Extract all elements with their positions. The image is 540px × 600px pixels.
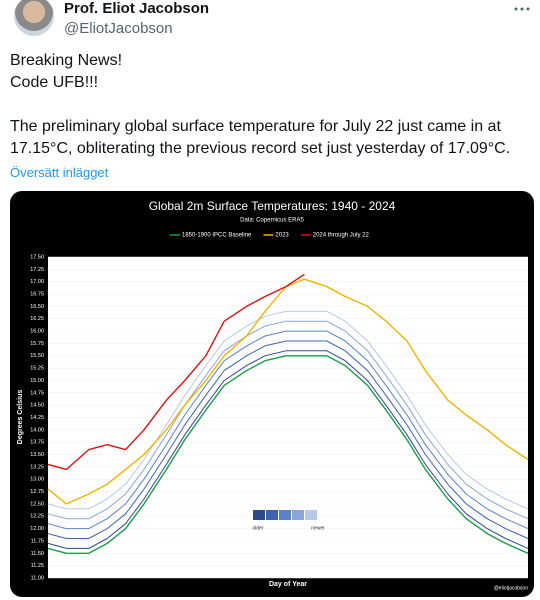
- series-line: [47, 273, 305, 471]
- legend-label: 2023: [275, 233, 289, 239]
- translate-link[interactable]: Översätt inlägget: [10, 165, 109, 180]
- gradient-label: newer: [311, 525, 325, 531]
- y-tick-label: 11.75: [31, 538, 44, 544]
- author-name[interactable]: Prof. Eliot Jacobson: [64, 0, 210, 17]
- more-menu[interactable]: [514, 6, 530, 12]
- chart-title: Global 2m Surface Temperatures: 1940 - 2…: [149, 199, 396, 213]
- y-tick-label: 13.75: [30, 440, 44, 446]
- author-handle[interactable]: @EliotJacobson: [64, 20, 173, 37]
- y-tick-label: 12.75: [30, 489, 44, 495]
- y-tick-label: 12.25: [30, 514, 44, 520]
- post-text: Breaking News!: [10, 52, 123, 69]
- y-tick-label: 14.00: [30, 427, 44, 433]
- y-tick-label: 17.50: [30, 254, 44, 260]
- y-tick-label: 15.25: [30, 366, 44, 372]
- y-tick-label: 11.00: [31, 575, 44, 581]
- y-tick-label: 16.00: [30, 329, 44, 335]
- gradient-swatch: [266, 510, 278, 520]
- y-tick-label: 13.00: [30, 477, 44, 483]
- y-tick-label: 14.75: [30, 390, 44, 396]
- credit: @eliotjacobson: [494, 585, 528, 591]
- y-tick-label: 17.00: [30, 279, 44, 285]
- y-tick-label: 12.00: [30, 526, 44, 532]
- gradient-swatch: [305, 510, 317, 520]
- series-line: [47, 340, 529, 539]
- gradient-swatch: [253, 510, 265, 520]
- legend-label: 1850-1900 IPCC Baseline: [182, 233, 252, 239]
- y-tick-label: 17.25: [30, 267, 44, 273]
- post-text: Code UFB!!!: [10, 74, 99, 91]
- gradient-swatch: [292, 510, 304, 520]
- avatar[interactable]: [14, 0, 54, 36]
- y-tick-label: 16.50: [30, 304, 44, 310]
- series-line: [47, 310, 529, 510]
- chart-subtitle: Data: Copernicus ERA5: [240, 218, 304, 224]
- chart-image[interactable]: Global 2m Surface Temperatures: 1940 - 2…: [10, 191, 534, 597]
- series-line: [47, 355, 529, 554]
- y-tick-label: 13.50: [30, 452, 44, 458]
- y-tick-label: 12.50: [30, 501, 44, 507]
- y-tick-label: 16.25: [30, 316, 44, 322]
- y-tick-label: 16.75: [30, 291, 44, 297]
- legend-label: 2024 through July 22: [313, 233, 370, 239]
- y-tick-label: 15.75: [30, 341, 44, 347]
- y-tick-label: 14.50: [30, 403, 44, 409]
- series-line: [47, 320, 529, 520]
- gradient-label: older: [252, 525, 263, 531]
- y-tick-label: 11.25: [31, 563, 44, 569]
- x-axis-label: Day of Year: [269, 581, 307, 588]
- post-text: 17.15°C, obliterating the previous recor…: [10, 140, 511, 157]
- y-tick-label: 15.00: [30, 378, 44, 384]
- y-tick-label: 11.50: [31, 551, 44, 557]
- y-tick-label: 14.25: [30, 415, 44, 421]
- post-text: The preliminary global surface temperatu…: [10, 118, 501, 135]
- y-tick-label: 15.50: [30, 353, 44, 359]
- y-axis-label: Degrees Celsius: [17, 390, 24, 445]
- y-tick-label: 13.25: [30, 464, 44, 470]
- series-line: [47, 330, 529, 530]
- gradient-swatch: [279, 510, 291, 520]
- series-line: [47, 350, 529, 549]
